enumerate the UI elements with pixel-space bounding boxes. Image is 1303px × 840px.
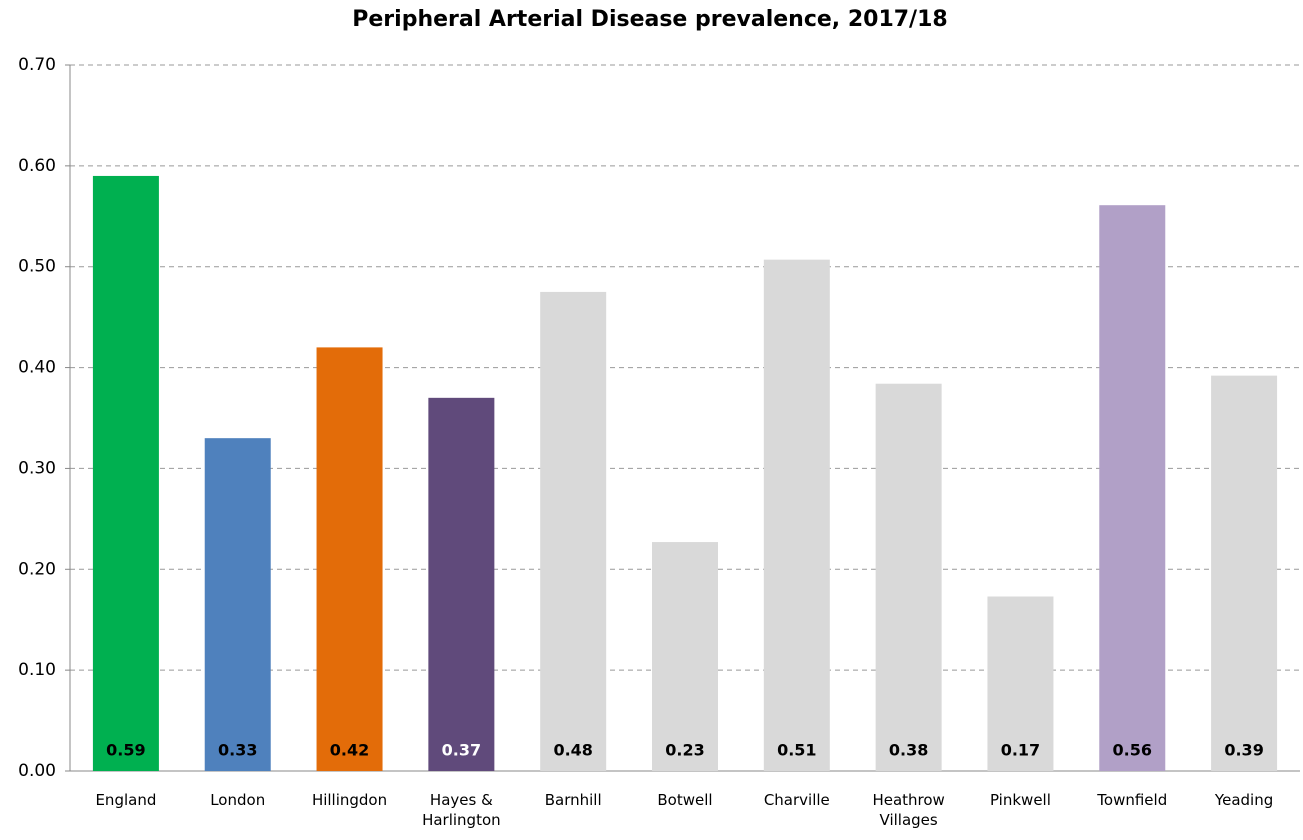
value-label: 0.23 bbox=[665, 741, 704, 760]
value-label: 0.42 bbox=[330, 741, 369, 760]
bar bbox=[540, 291, 607, 771]
bar bbox=[1211, 375, 1278, 771]
y-tick-label: 0.00 bbox=[18, 761, 56, 781]
y-tick-label: 0.50 bbox=[18, 257, 56, 277]
x-tick-label: Charville bbox=[763, 791, 830, 809]
x-tick-label: London bbox=[210, 791, 266, 809]
value-label: 0.33 bbox=[218, 741, 257, 760]
x-tick-label: Townfield bbox=[1097, 791, 1168, 809]
y-tick-label: 0.10 bbox=[18, 660, 56, 680]
bar bbox=[316, 347, 383, 771]
bar bbox=[1099, 205, 1166, 772]
y-tick-label: 0.20 bbox=[18, 559, 56, 579]
y-tick-label: 0.40 bbox=[18, 358, 56, 378]
x-tick-label: Hayes & Harlington bbox=[422, 791, 501, 829]
value-label: 0.37 bbox=[442, 741, 481, 760]
chart-title: Peripheral Arterial Disease prevalence, … bbox=[352, 7, 947, 32]
y-tick-label: 0.60 bbox=[18, 156, 56, 176]
x-tick-label: England bbox=[95, 791, 157, 809]
bar bbox=[428, 397, 495, 771]
x-tick-label: Pinkwell bbox=[989, 791, 1051, 809]
bar bbox=[652, 542, 718, 771]
bar bbox=[987, 596, 1054, 771]
value-label: 0.38 bbox=[889, 741, 928, 760]
bar bbox=[204, 438, 271, 771]
y-tick-label: 0.30 bbox=[18, 458, 56, 478]
x-tick-label: Hillingdon bbox=[311, 791, 388, 809]
value-label: 0.48 bbox=[553, 741, 592, 760]
x-tick-label: Barnhill bbox=[544, 791, 602, 809]
y-tick-label: 0.70 bbox=[18, 55, 56, 75]
x-tick-label: Botwell bbox=[657, 791, 713, 809]
value-label: 0.17 bbox=[1001, 741, 1040, 760]
value-label: 0.39 bbox=[1224, 741, 1263, 760]
bar bbox=[875, 383, 942, 771]
value-label: 0.56 bbox=[1113, 741, 1152, 760]
bar bbox=[92, 175, 159, 771]
bar bbox=[763, 259, 830, 771]
value-label: 0.59 bbox=[106, 741, 145, 760]
x-tick-label: Yeading bbox=[1214, 791, 1274, 809]
x-tick-label: Heathrow Villages bbox=[872, 791, 945, 829]
value-label: 0.51 bbox=[777, 741, 816, 760]
